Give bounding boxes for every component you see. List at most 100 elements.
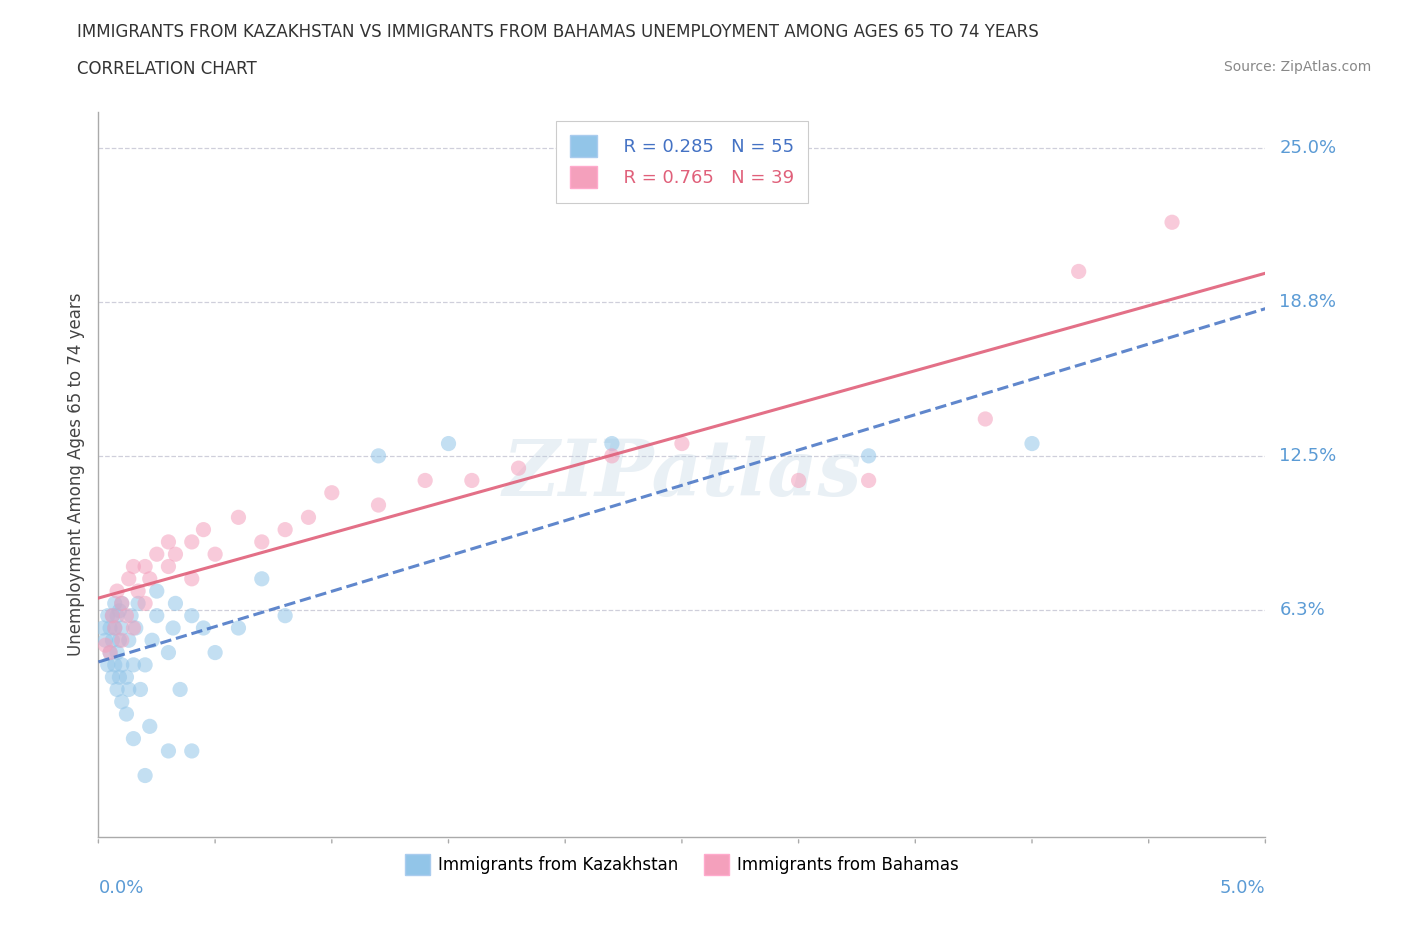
Point xyxy=(108,632,131,647)
Point xyxy=(367,448,389,463)
Point xyxy=(108,670,131,684)
Point xyxy=(104,620,127,635)
Point xyxy=(139,571,162,586)
Point xyxy=(101,632,124,647)
Point xyxy=(125,620,148,635)
Text: CORRELATION CHART: CORRELATION CHART xyxy=(77,60,257,78)
Point xyxy=(115,670,138,684)
Point xyxy=(111,632,134,647)
Text: 12.5%: 12.5% xyxy=(1279,446,1337,465)
Point xyxy=(146,584,169,599)
Y-axis label: Unemployment Among Ages 65 to 74 years: Unemployment Among Ages 65 to 74 years xyxy=(66,293,84,656)
Point xyxy=(105,682,128,697)
Point xyxy=(157,743,180,758)
Point xyxy=(508,460,530,475)
Text: 0.0%: 0.0% xyxy=(98,879,143,897)
Legend: Immigrants from Kazakhstan, Immigrants from Bahamas: Immigrants from Kazakhstan, Immigrants f… xyxy=(396,846,967,884)
Point xyxy=(193,522,215,537)
Point xyxy=(134,658,156,672)
Point xyxy=(157,535,180,550)
Point xyxy=(228,510,250,525)
Text: 18.8%: 18.8% xyxy=(1279,293,1336,312)
Point xyxy=(139,719,162,734)
Point xyxy=(118,632,141,647)
Point xyxy=(1161,215,1184,230)
Point xyxy=(111,596,134,611)
Point xyxy=(600,448,623,463)
Point xyxy=(204,645,226,660)
Point xyxy=(204,547,226,562)
Point xyxy=(101,608,124,623)
Point xyxy=(115,608,138,623)
Point xyxy=(127,596,149,611)
Point xyxy=(180,571,202,586)
Point xyxy=(228,620,250,635)
Point xyxy=(297,510,319,525)
Point xyxy=(461,473,484,488)
Point xyxy=(180,743,202,758)
Point xyxy=(858,473,880,488)
Point xyxy=(104,620,127,635)
Point xyxy=(367,498,389,512)
Point xyxy=(146,608,169,623)
Point xyxy=(157,645,180,660)
Point xyxy=(1067,264,1090,279)
Point xyxy=(134,596,156,611)
Point xyxy=(250,571,273,586)
Point xyxy=(111,658,134,672)
Point xyxy=(274,608,297,623)
Text: 5.0%: 5.0% xyxy=(1220,879,1265,897)
Point xyxy=(858,448,880,463)
Point xyxy=(94,638,117,653)
Point xyxy=(180,535,202,550)
Point xyxy=(101,608,124,623)
Point xyxy=(787,473,810,488)
Point xyxy=(104,658,127,672)
Point xyxy=(105,608,128,623)
Point xyxy=(118,682,141,697)
Point xyxy=(98,645,121,660)
Text: ZIPatlas: ZIPatlas xyxy=(502,436,862,512)
Point xyxy=(165,547,187,562)
Point xyxy=(115,707,138,722)
Point xyxy=(165,596,187,611)
Point xyxy=(127,584,149,599)
Text: IMMIGRANTS FROM KAZAKHSTAN VS IMMIGRANTS FROM BAHAMAS UNEMPLOYMENT AMONG AGES 65: IMMIGRANTS FROM KAZAKHSTAN VS IMMIGRANTS… xyxy=(77,23,1039,41)
Point xyxy=(974,412,997,427)
Point xyxy=(413,473,436,488)
Point xyxy=(120,608,142,623)
Text: 25.0%: 25.0% xyxy=(1279,140,1337,157)
Point xyxy=(180,608,202,623)
Point xyxy=(97,658,120,672)
Point xyxy=(91,620,114,635)
Point xyxy=(122,731,145,746)
Text: 6.3%: 6.3% xyxy=(1279,601,1324,618)
Point xyxy=(157,559,180,574)
Point xyxy=(111,620,134,635)
Point xyxy=(104,596,127,611)
Point xyxy=(321,485,343,500)
Point xyxy=(134,559,156,574)
Point xyxy=(94,632,117,647)
Point xyxy=(98,620,121,635)
Point xyxy=(134,768,156,783)
Point xyxy=(122,620,145,635)
Point xyxy=(98,645,121,660)
Point xyxy=(193,620,215,635)
Point xyxy=(437,436,460,451)
Point xyxy=(274,522,297,537)
Text: Source: ZipAtlas.com: Source: ZipAtlas.com xyxy=(1223,60,1371,74)
Point xyxy=(169,682,191,697)
Point xyxy=(108,604,131,618)
Point xyxy=(129,682,152,697)
Point xyxy=(105,584,128,599)
Point xyxy=(111,695,134,710)
Point xyxy=(118,571,141,586)
Point xyxy=(97,608,120,623)
Point xyxy=(122,658,145,672)
Point xyxy=(162,620,184,635)
Point xyxy=(101,670,124,684)
Point xyxy=(105,645,128,660)
Point xyxy=(141,632,163,647)
Point xyxy=(111,596,134,611)
